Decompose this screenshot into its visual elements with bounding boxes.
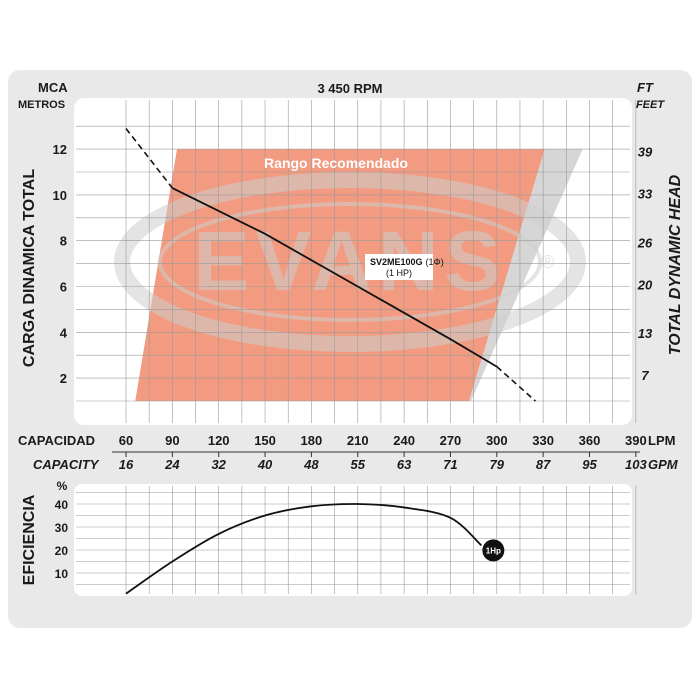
capacity-label-es: CAPACIDAD [18,433,95,448]
speed-label: 3 450 RPM [317,81,382,96]
efficiency-tick-label: 10 [55,567,69,581]
right-unit-sub-label: FEET [636,99,665,111]
efficiency-tick-label: 20 [55,544,69,558]
lpm-tick-label: 240 [393,433,415,448]
head-curve [125,127,536,402]
watermark-logo: EVANS ® [114,172,586,352]
head-curve-solid [171,187,498,368]
head-left-tick-label: 6 [60,280,67,295]
head-left-tick-label: 8 [60,234,67,249]
watermark-oval-inner [158,202,542,322]
gpm-tick-label: 71 [443,457,457,472]
left-unit-sub-label: METROS [18,99,65,111]
gpm-tick-label: 40 [257,457,273,472]
right-axis-title: TOTAL DYNAMIC HEAD [667,174,684,355]
head-curve-dashed-start [125,127,173,189]
efficiency-curve-line [125,503,482,595]
model-phase: (1Φ) [426,257,444,267]
gpm-ticks: 16 24 32 40 48 55 63 71 79 87 95 103 [119,457,648,472]
watermark-registered-mark: ® [541,252,554,272]
gpm-tick-label: 55 [351,457,366,472]
lpm-tick-label: 360 [579,433,601,448]
head-right-tick-label: 13 [638,326,653,341]
gpm-tick-label: 63 [397,457,412,472]
head-right-tick-label: 39 [638,145,653,160]
head-right-tick-label: 7 [641,368,649,383]
efficiency-plot-area [74,484,632,596]
efficiency-tick-label: 30 [55,521,69,535]
lpm-tick-label: 180 [301,433,323,448]
range-shadow [468,149,583,401]
head-left-tick-label: 10 [53,188,67,203]
head-left-ticks: 2 4 6 8 10 12 [53,142,68,386]
efficiency-grid [76,486,637,594]
efficiency-tick-label: 40 [55,498,69,512]
lpm-tick-label: 210 [347,433,369,448]
head-right-tick-label: 33 [638,187,653,202]
efficiency-axis-title: EFICIENCIA [21,494,38,585]
lpm-tick-label: 150 [254,433,276,448]
lpm-tick-label: 270 [440,433,462,448]
gpm-tick-label: 16 [119,457,134,472]
efficiency-curve [125,503,482,595]
lpm-tick-label: 60 [119,433,133,448]
head-right-tick-label: 20 [637,277,653,292]
gpm-tick-label: 87 [536,457,551,472]
gpm-tick-label: 24 [164,457,180,472]
head-right-tick-label: 26 [637,235,653,250]
gpm-tick-label: 32 [211,457,226,472]
gpm-tick-label: 95 [582,457,597,472]
lpm-ticks: 60 90 120 150 180 210 240 270 300 330 360 390 [119,433,647,457]
gpm-tick-label: 79 [490,457,505,472]
capacity-label-en: CAPACITY [33,457,100,472]
gpm-unit-label: GPM [648,457,679,472]
lpm-tick-label: 330 [532,433,554,448]
model-name: SV2ME100G [370,257,423,267]
model-label-power: (1 HP) [386,268,412,278]
model-label-box: SV2ME100G (1Φ) (1 HP) [365,254,444,280]
lpm-tick-label: 120 [208,433,230,448]
hp-badge-label: 1Hp [486,546,501,555]
head-right-ticks: 7 13 20 26 33 39 [637,145,653,383]
head-left-tick-label: 4 [60,325,68,340]
lpm-tick-label: 90 [165,433,179,448]
range-label: Rango Recomendado [264,155,408,171]
model-label-name: SV2ME100G (1Φ) [370,257,444,267]
head-grid [76,100,637,423]
head-left-tick-label: 2 [60,371,67,386]
head-curve-dashed-end [496,366,536,402]
left-axis-title: CARGA DINAMICA TOTAL [21,169,38,367]
left-unit-label: MCA [38,80,68,95]
efficiency-unit-label: % [57,479,68,493]
head-left-tick-label: 12 [53,142,67,157]
lpm-unit-label: LPM [648,433,675,448]
hp-badge [482,539,505,562]
lpm-tick-label: 300 [486,433,508,448]
gpm-tick-label: 48 [303,457,319,472]
watermark-text: EVANS [193,214,506,308]
model-label-bg [365,254,433,280]
right-unit-label: FT [637,80,654,95]
gpm-tick-label: 103 [625,457,647,472]
lpm-tick-label: 390 [625,433,647,448]
efficiency-ticks: 10 20 30 40 [55,498,69,581]
watermark-oval-outer [114,172,586,352]
